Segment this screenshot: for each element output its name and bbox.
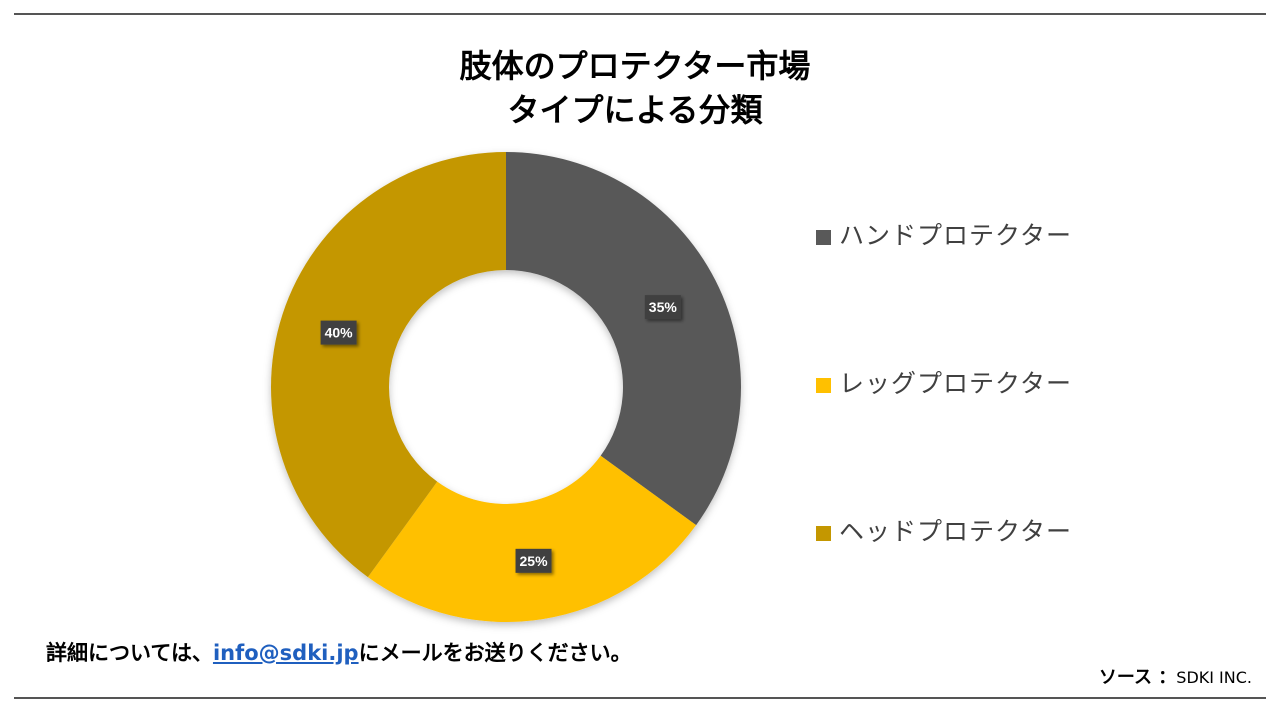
data-label-text: 35%	[649, 299, 678, 315]
legend-item-leg: レッグプロテクター	[816, 366, 1072, 514]
data-label-text: 25%	[520, 553, 549, 569]
source-key: ソース ：	[1098, 667, 1177, 688]
source-credit: ソース ：SDKI INC.	[1099, 664, 1252, 692]
chart-title-line-2: タイプによる分類	[507, 91, 763, 129]
legend-swatch	[816, 230, 831, 245]
data-label-text: 40%	[325, 325, 354, 341]
contact-prefix: 詳細については、	[46, 641, 213, 665]
donut-slice	[367, 455, 697, 622]
email-link[interactable]: info@sdki.jp	[212, 641, 359, 665]
data-label: 40%	[320, 320, 357, 345]
contact-note: 詳細については、info@sdki.jpにメールをお送りください。	[46, 636, 632, 670]
source-value: SDKI INC.	[1176, 668, 1252, 687]
donut-slice	[270, 152, 506, 578]
top-divider	[14, 13, 1266, 15]
legend: ハンドプロテクター レッグプロテクター ヘッドプロテクター	[816, 218, 1072, 662]
legend-label: ヘッドプロテクター	[839, 517, 1073, 546]
legend-swatch	[816, 526, 831, 541]
legend-swatch	[816, 378, 831, 393]
donut-slice	[506, 152, 741, 526]
chart-title-line-1: 肢体のプロテクター市場	[459, 47, 811, 85]
contact-suffix: にメールをお送りください。	[358, 641, 632, 665]
legend-label: ハンドプロテクター	[839, 221, 1073, 250]
chart-title: 肢体のプロテクター市場 タイプによる分類	[0, 44, 1270, 132]
legend-item-head: ヘッドプロテクター	[816, 514, 1072, 662]
data-label: 35%	[644, 295, 681, 320]
bottom-divider	[14, 697, 1266, 699]
legend-label: レッグプロテクター	[839, 369, 1073, 398]
data-label: 25%	[515, 548, 552, 573]
legend-item-hand: ハンドプロテクター	[816, 218, 1072, 366]
